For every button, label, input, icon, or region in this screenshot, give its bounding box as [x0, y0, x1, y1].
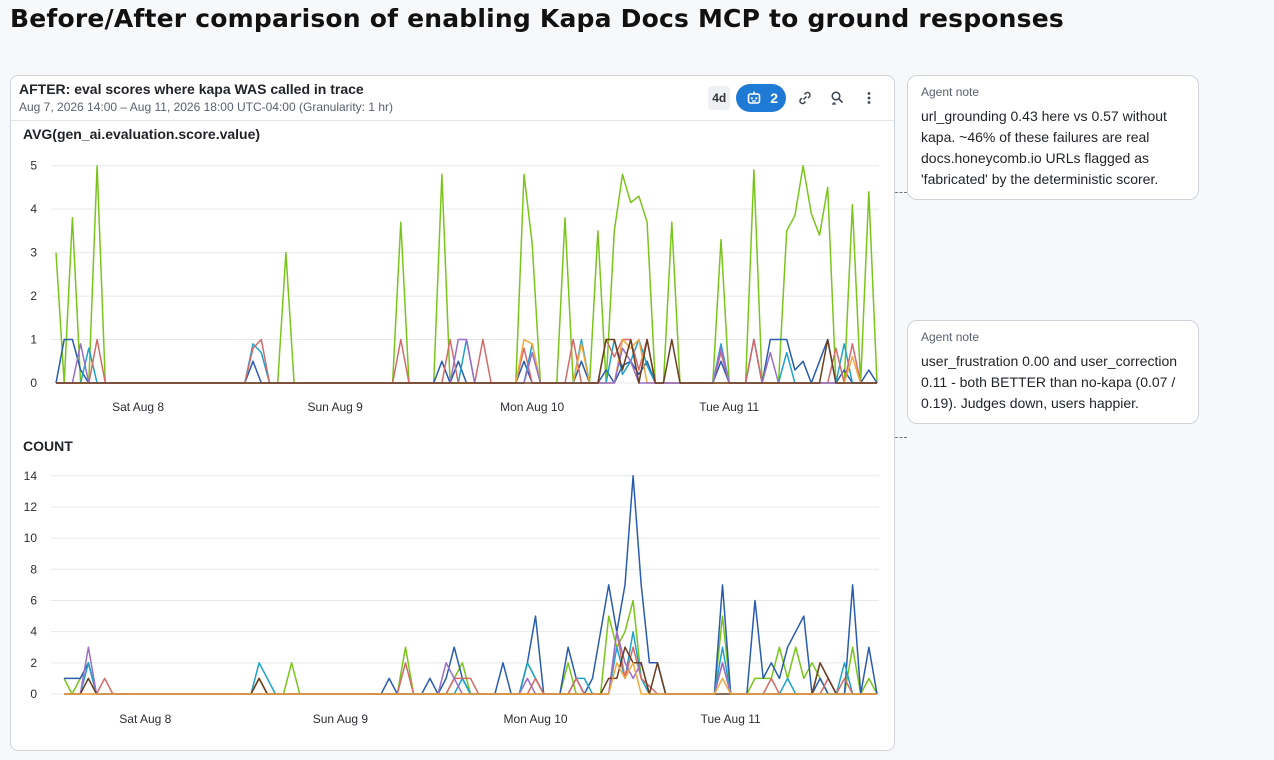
- series-line: [56, 338, 877, 384]
- more-icon: [867, 92, 871, 104]
- copy-link-button[interactable]: [792, 85, 818, 111]
- agent-note-1: Agent note url_grounding 0.43 here vs 0.…: [907, 75, 1199, 200]
- x-tick-label: Sat Aug 8: [112, 400, 164, 414]
- x-tick-label: Mon Aug 10: [500, 400, 564, 414]
- agent-note-body: url_grounding 0.43 here vs 0.57 without …: [921, 108, 1167, 187]
- x-tick-label: Sun Aug 9: [313, 712, 369, 726]
- x-tick-label: Tue Aug 11: [699, 400, 759, 414]
- series-line: [56, 338, 877, 384]
- panel-header: AFTER: eval scores where kapa WAS called…: [11, 76, 894, 121]
- series-line: [64, 646, 877, 695]
- explore-button[interactable]: [824, 85, 850, 111]
- y-tick-label: 5: [30, 159, 37, 173]
- note-connector: [895, 192, 907, 193]
- count-chart: COUNT 0 2 4 6 8 10 12 14 Sat Aug 8 Sun Aug 9 Mon Au…: [23, 438, 879, 726]
- x-tick-label: Sun Aug 9: [307, 400, 363, 414]
- note-connector: [895, 437, 907, 438]
- y-tick-label: 2: [30, 656, 37, 670]
- agent-note-2: Agent note user_frustration 0.00 and use…: [907, 320, 1199, 424]
- agent-note-label: Agent note: [921, 330, 980, 344]
- series-line: [64, 475, 878, 695]
- page-title: Before/After comparison of enabling Kapa…: [10, 4, 1064, 33]
- agent-count: 2: [770, 90, 778, 106]
- y-tick-label: 3: [30, 246, 37, 260]
- series-line: [56, 338, 877, 384]
- series-group: [55, 164, 878, 384]
- series-group: [63, 475, 878, 695]
- agent-notes-button[interactable]: 2: [736, 84, 786, 112]
- y-tick-label: 0: [30, 687, 37, 701]
- more-options-button[interactable]: [856, 85, 882, 111]
- x-tick-label: Sat Aug 8: [119, 712, 171, 726]
- y-tick-label: 6: [30, 593, 37, 607]
- agent-note-label: Agent note: [921, 85, 980, 99]
- y-tick-label: 1: [30, 333, 37, 347]
- y-tick-label: 8: [30, 562, 37, 576]
- panel-subtitle: Aug 7, 2026 14:00 – Aug 11, 2026 18:00 U…: [19, 100, 394, 114]
- y-tick-label: 12: [24, 500, 38, 514]
- agent-note-body: user_frustration 0.00 and user_correctio…: [921, 353, 1178, 411]
- series-line: [64, 662, 877, 695]
- robot-icon: [747, 91, 761, 104]
- link-icon: [799, 91, 811, 105]
- explore-icon: [831, 91, 844, 105]
- y-tick-label: 14: [24, 469, 38, 483]
- series-line: [56, 338, 877, 384]
- panel-title: AFTER: eval scores where kapa WAS called…: [19, 81, 364, 97]
- chart-title: AVG(gen_ai.evaluation.score.value): [23, 126, 260, 142]
- y-tick-label: 0: [30, 376, 37, 390]
- y-tick-label: 2: [30, 289, 37, 303]
- y-tick-label: 10: [24, 531, 38, 545]
- time-range-chip[interactable]: 4d: [708, 86, 731, 110]
- series-line: [55, 164, 878, 384]
- avg-score-chart: AVG(gen_ai.evaluation.score.value) 0 1 2 3 4 5…: [23, 126, 879, 414]
- y-tick-label: 4: [30, 202, 37, 216]
- x-tick-label: Tue Aug 11: [701, 712, 761, 726]
- x-tick-label: Mon Aug 10: [504, 712, 568, 726]
- chart-title: COUNT: [23, 438, 73, 454]
- series-line: [56, 338, 877, 384]
- y-tick-label: 4: [30, 625, 37, 639]
- panel-toolbar: 4d 2: [708, 84, 882, 112]
- series-line: [55, 338, 878, 384]
- chart-panel: AFTER: eval scores where kapa WAS called…: [10, 75, 895, 751]
